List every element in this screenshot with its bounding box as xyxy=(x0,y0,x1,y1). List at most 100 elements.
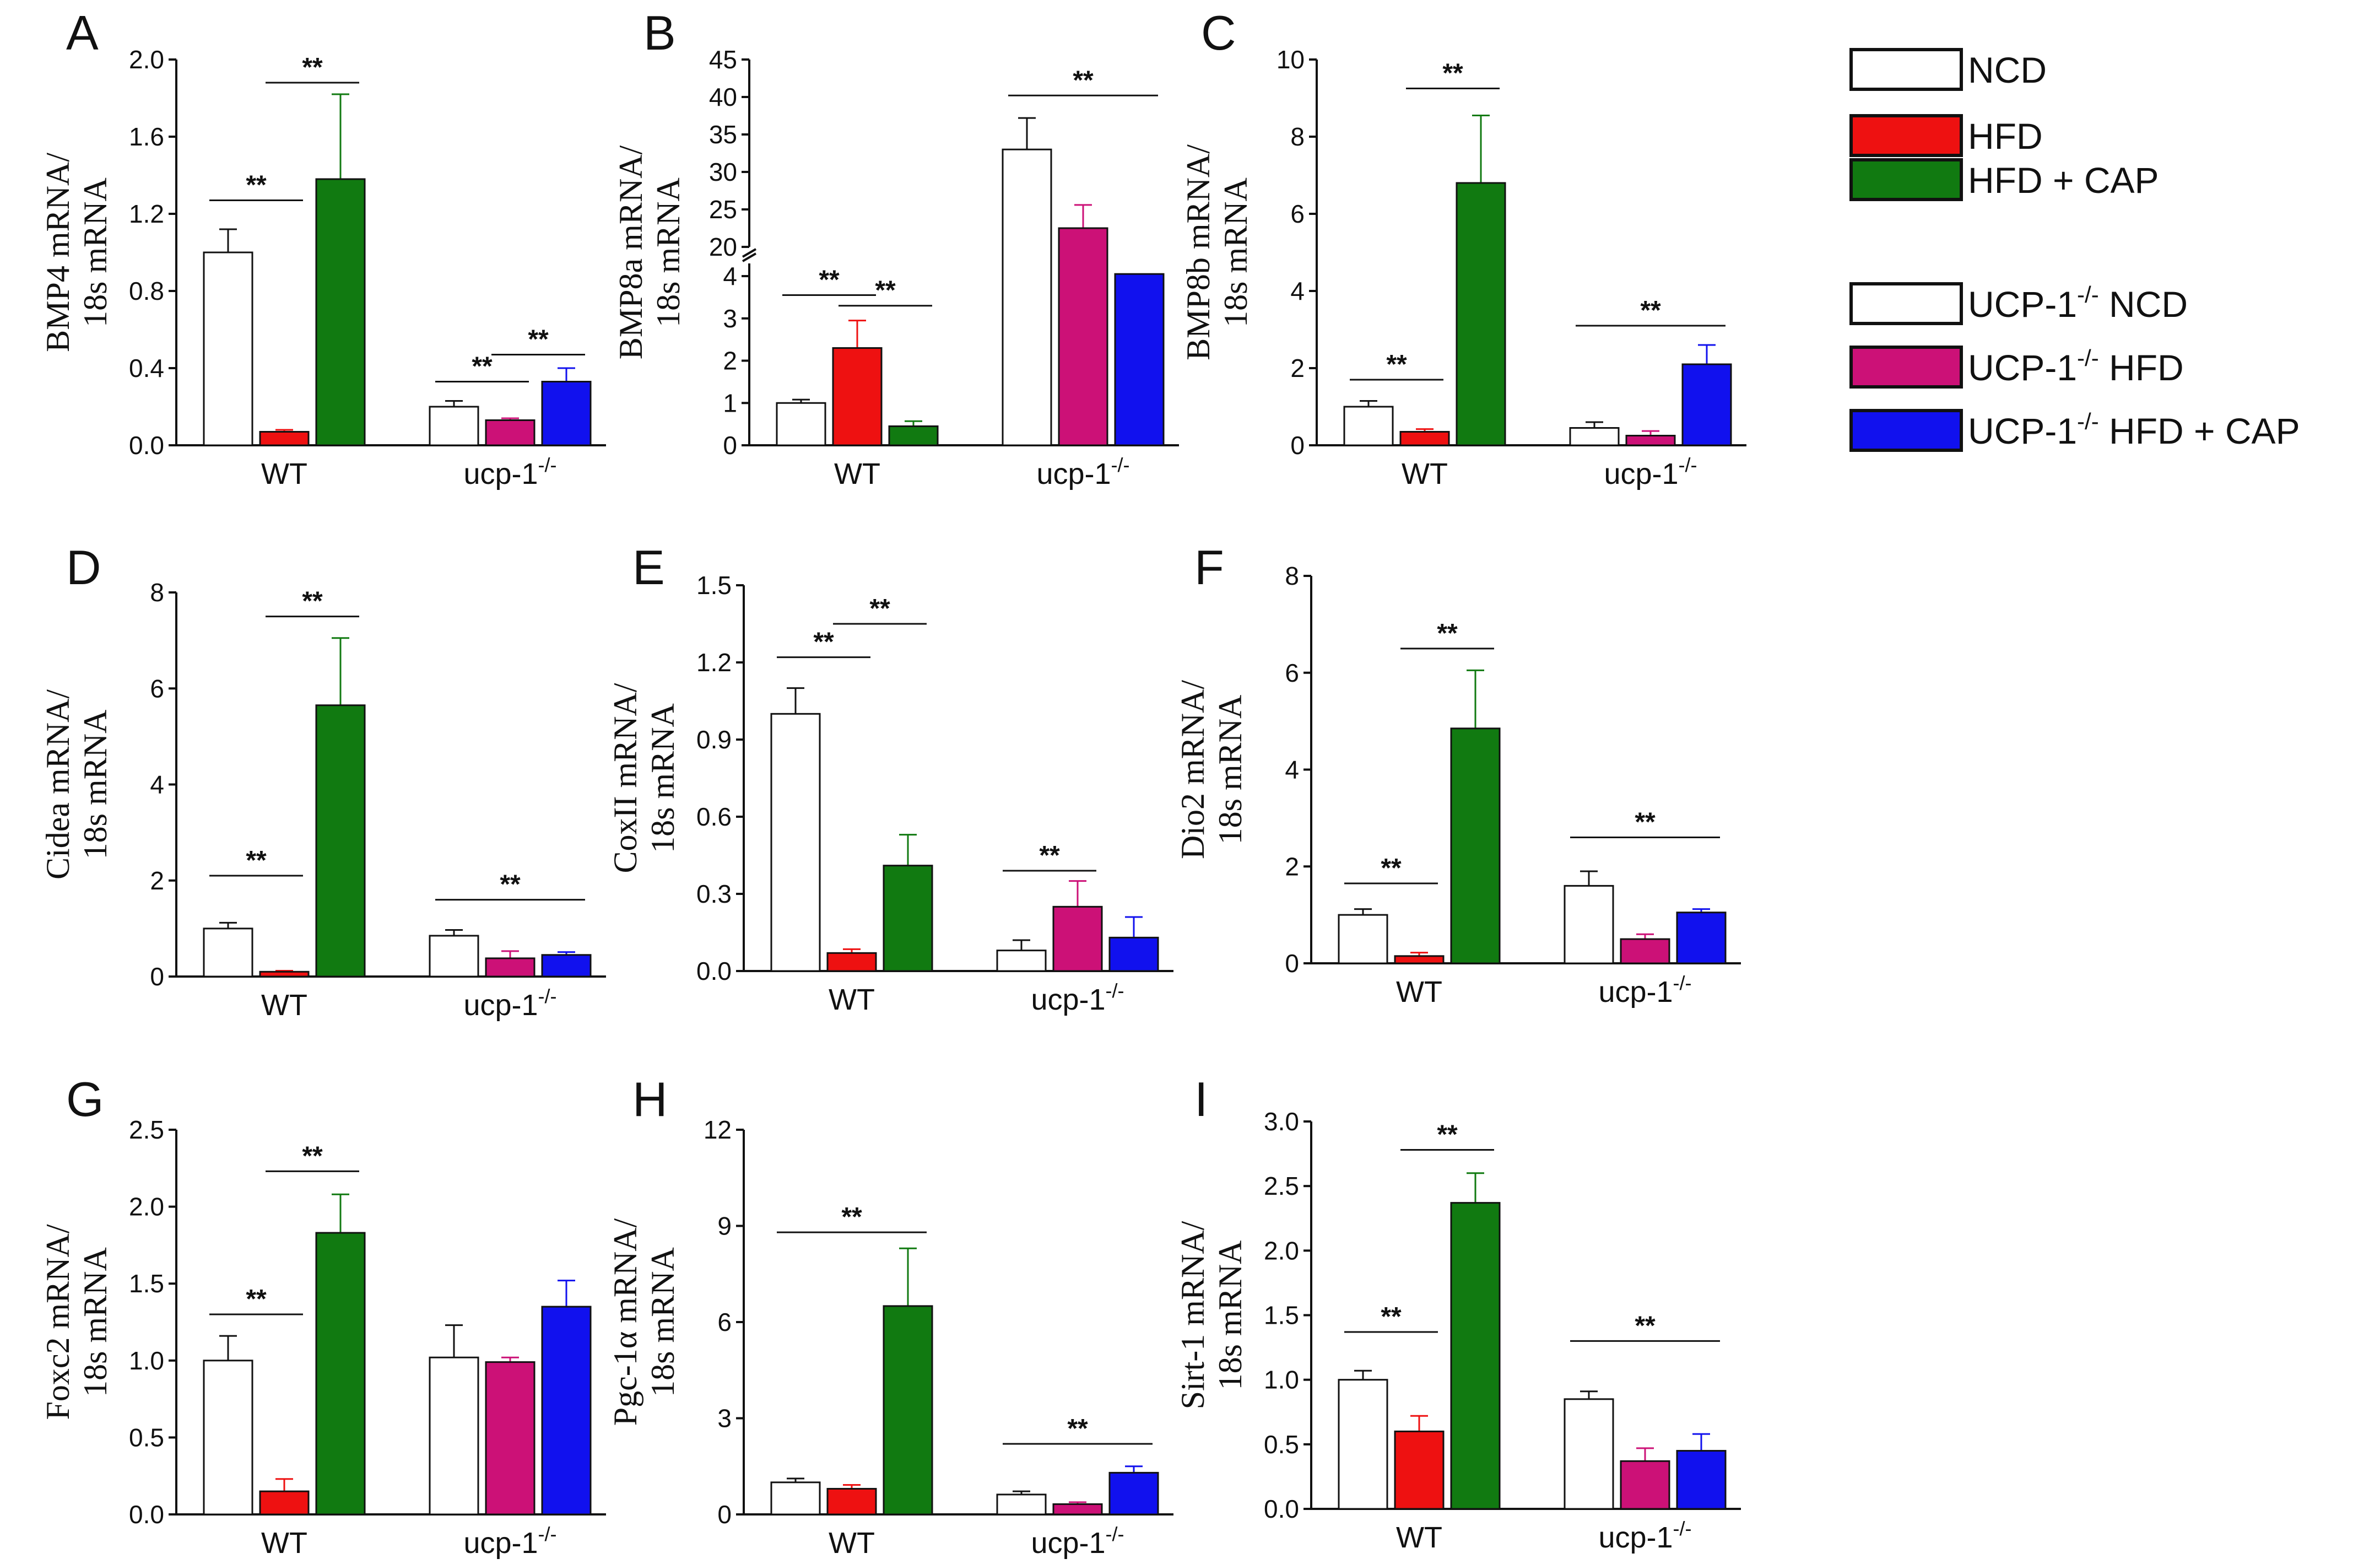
bar xyxy=(996,1493,1047,1516)
y-axis-label: CoxII mRNA/ xyxy=(607,683,643,873)
bar xyxy=(1564,885,1614,964)
y-tick-label: 2.5 xyxy=(129,1115,164,1144)
category-name: WT xyxy=(261,1527,307,1560)
y-tick-label: 4 xyxy=(150,770,164,799)
legend-label: UCP-1-/- NCD xyxy=(1968,282,2188,325)
y-tick-label: 2 xyxy=(1285,852,1299,881)
axis-break-mark xyxy=(742,248,757,258)
x-category-label: WT xyxy=(834,457,880,490)
legend-swatch xyxy=(1849,48,1963,91)
y-tick-label: 30 xyxy=(709,158,737,186)
y-axis-label: 18s mRNA xyxy=(77,1247,113,1397)
legend-label-superscript: -/- xyxy=(2077,282,2099,308)
category-name: ucp-1 xyxy=(1036,457,1111,490)
bar xyxy=(1450,1202,1501,1510)
bar xyxy=(770,1481,821,1516)
significance-stars: ** xyxy=(1039,841,1060,870)
y-tick-label: 1.2 xyxy=(129,199,164,228)
x-category-label: ucp-1-/- xyxy=(1031,979,1124,1016)
significance-stars: ** xyxy=(875,276,896,305)
bar xyxy=(259,970,310,978)
significance-stars: ** xyxy=(1381,1302,1402,1331)
bar xyxy=(259,431,310,446)
bar xyxy=(1052,905,1103,972)
y-tick-label: 40 xyxy=(709,83,737,111)
bar xyxy=(203,251,253,446)
category-name: WT xyxy=(829,1527,875,1560)
y-axis-label: Pgc-1α mRNA/ xyxy=(607,1218,643,1426)
legend-swatch xyxy=(1849,346,1963,389)
significance-stars: ** xyxy=(1640,296,1661,325)
category-name: WT xyxy=(834,457,880,490)
y-tick-label: 1.5 xyxy=(1264,1301,1299,1330)
y-tick-label: 2.0 xyxy=(1264,1236,1299,1265)
significance-stars: ** xyxy=(1635,1311,1656,1340)
bar xyxy=(541,381,592,446)
y-axis-label: Foxc2 mRNA/ xyxy=(40,1224,76,1420)
bar xyxy=(1620,938,1670,964)
significance-stars: ** xyxy=(1635,808,1656,837)
significance-stars: ** xyxy=(472,352,493,381)
panel-C: C 0 2 4 6 8 10 BMP8b mRNA/18s mRNA WT ucp-1-/- ** *… xyxy=(1180,6,1746,490)
significance-stars: ** xyxy=(1386,350,1407,379)
category-superscript: -/- xyxy=(538,1523,557,1545)
y-tick-label: 2.5 xyxy=(1264,1172,1299,1200)
significance-stars: ** xyxy=(1381,854,1402,883)
legend-swatch xyxy=(1849,282,1963,325)
y-tick-label: 4 xyxy=(723,262,737,290)
bar xyxy=(1620,1460,1670,1510)
y-axis-label: Dio2 mRNA/ xyxy=(1175,680,1211,859)
y-axis-label: BMP8b mRNA/ xyxy=(1180,144,1216,360)
y-tick-label: 0.9 xyxy=(696,725,732,754)
legend-label-main: HFD + CAP xyxy=(1968,160,2159,201)
y-axis-label: 18s mRNA xyxy=(645,703,681,853)
x-category-label: WT xyxy=(829,983,875,1016)
y-tick-label: 8 xyxy=(1285,562,1299,590)
y-tick-label: 1.5 xyxy=(696,571,732,600)
panel-A: A 0.0 0.4 0.8 1.2 1.6 2.0 BMP4 mRNA/18s mRNA WT u… xyxy=(40,6,606,490)
bar xyxy=(1399,431,1450,446)
legend-label-main: UCP-1 xyxy=(1968,411,2077,451)
category-name: WT xyxy=(1402,457,1448,490)
y-tick-label: 0.0 xyxy=(129,1500,164,1529)
y-tick-label: 0 xyxy=(1285,949,1299,978)
bar xyxy=(1108,936,1159,972)
legend-label-rest: NCD xyxy=(2099,284,2188,325)
bar xyxy=(1114,273,1165,446)
bar xyxy=(826,952,877,972)
y-tick-label: 3.0 xyxy=(1264,1107,1299,1136)
y-tick-label: 6 xyxy=(717,1308,732,1336)
bar xyxy=(883,1305,933,1516)
category-superscript: -/- xyxy=(538,454,557,476)
bar xyxy=(1676,1450,1727,1510)
bar xyxy=(776,402,826,446)
significance-stars: ** xyxy=(869,594,890,623)
y-axis-label: BMP8a mRNA/ xyxy=(613,145,649,359)
y-tick-label: 35 xyxy=(709,120,737,149)
legend-label: HFD xyxy=(1968,116,2043,157)
legend-label-main: UCP-1 xyxy=(1968,284,2077,325)
y-tick-label: 4 xyxy=(1285,756,1299,784)
panel-B: B 0 1 2 3 420 25 30 35 40 45 BMP8a mRNA/18s mRNA WT u… xyxy=(613,6,1179,490)
y-axis-label: 18s mRNA xyxy=(645,1247,681,1397)
significance-stars: ** xyxy=(302,1141,323,1171)
category-superscript: -/- xyxy=(538,985,557,1007)
x-category-label: ucp-1-/- xyxy=(1598,1517,1691,1554)
category-name: WT xyxy=(829,983,875,1016)
bar xyxy=(1338,914,1388,964)
significance-stars: ** xyxy=(302,587,323,616)
y-tick-label: 0 xyxy=(723,431,737,460)
bar xyxy=(888,425,939,446)
y-tick-label: 4 xyxy=(1290,277,1305,305)
category-name: ucp-1 xyxy=(1598,975,1673,1008)
bar xyxy=(1052,1503,1103,1516)
bar xyxy=(832,347,883,446)
y-tick-label: 2 xyxy=(150,866,164,895)
y-tick-label: 1 xyxy=(723,389,737,417)
category-name: WT xyxy=(1396,1521,1442,1554)
y-tick-label: 6 xyxy=(1285,659,1299,687)
category-name: ucp-1 xyxy=(1031,983,1105,1016)
panel-H: H 0 3 6 9 12 Pgc-1α mRNA/18s mRNA WT ucp-1-/- ** *… xyxy=(607,1072,1173,1560)
y-tick-label: 20 xyxy=(709,233,737,261)
